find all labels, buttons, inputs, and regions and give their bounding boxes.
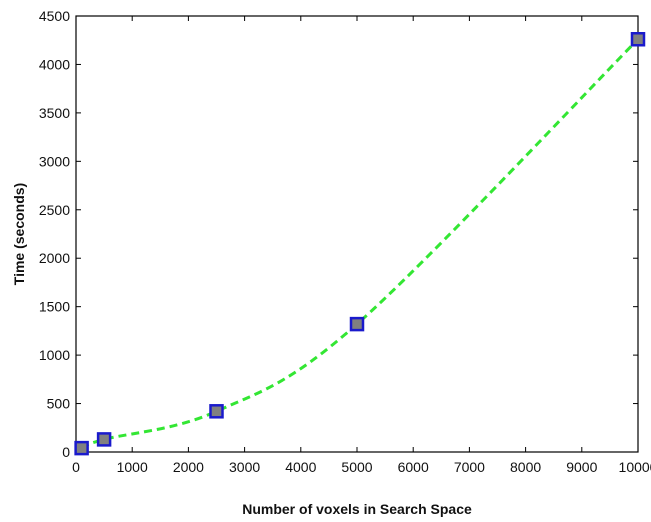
y-tick-label: 2000 — [39, 250, 70, 266]
y-tick-label: 1500 — [39, 299, 70, 315]
y-tick-label: 500 — [47, 396, 71, 412]
x-tick-label: 10000 — [619, 459, 651, 475]
data-point-0 — [74, 440, 89, 456]
y-tick-label: 4000 — [39, 56, 70, 72]
x-axis: 0 1000 2000 3000 4000 5000 6000 7000 8000 9000 100… — [72, 16, 651, 475]
x-tick-label: 5000 — [341, 459, 372, 475]
data-point-4 — [630, 32, 646, 47]
y-tick-label: 2500 — [39, 202, 70, 218]
y-tick-label: 4500 — [39, 8, 70, 24]
y-tick-label: 1000 — [39, 347, 70, 363]
x-tick-label: 0 — [72, 459, 80, 475]
x-tick-label: 1000 — [117, 459, 148, 475]
series-line — [80, 38, 640, 450]
x-tick-label: 7000 — [454, 459, 485, 475]
y-tick-label: 3000 — [39, 153, 70, 169]
x-tick-label: 6000 — [398, 459, 429, 475]
y-axis-title: Time (seconds) — [11, 183, 27, 285]
plot-area — [75, 15, 639, 453]
data-point-1 — [96, 432, 112, 447]
y-axis: 0 500 1000 1500 2000 2500 3000 3500 4000 4500 — [39, 8, 638, 460]
data-point-2 — [209, 404, 224, 419]
x-tick-label: 3000 — [229, 459, 260, 475]
x-tick-label: 8000 — [510, 459, 541, 475]
x-tick-label: 2000 — [173, 459, 204, 475]
x-tick-label: 4000 — [285, 459, 316, 475]
data-point-3 — [349, 316, 365, 332]
x-axis-title: Number of voxels in Search Space — [242, 501, 472, 517]
series-markers — [74, 32, 646, 456]
x-tick-label: 9000 — [566, 459, 597, 475]
y-tick-label: 3500 — [39, 105, 70, 121]
y-tick-label: 0 — [62, 444, 70, 460]
